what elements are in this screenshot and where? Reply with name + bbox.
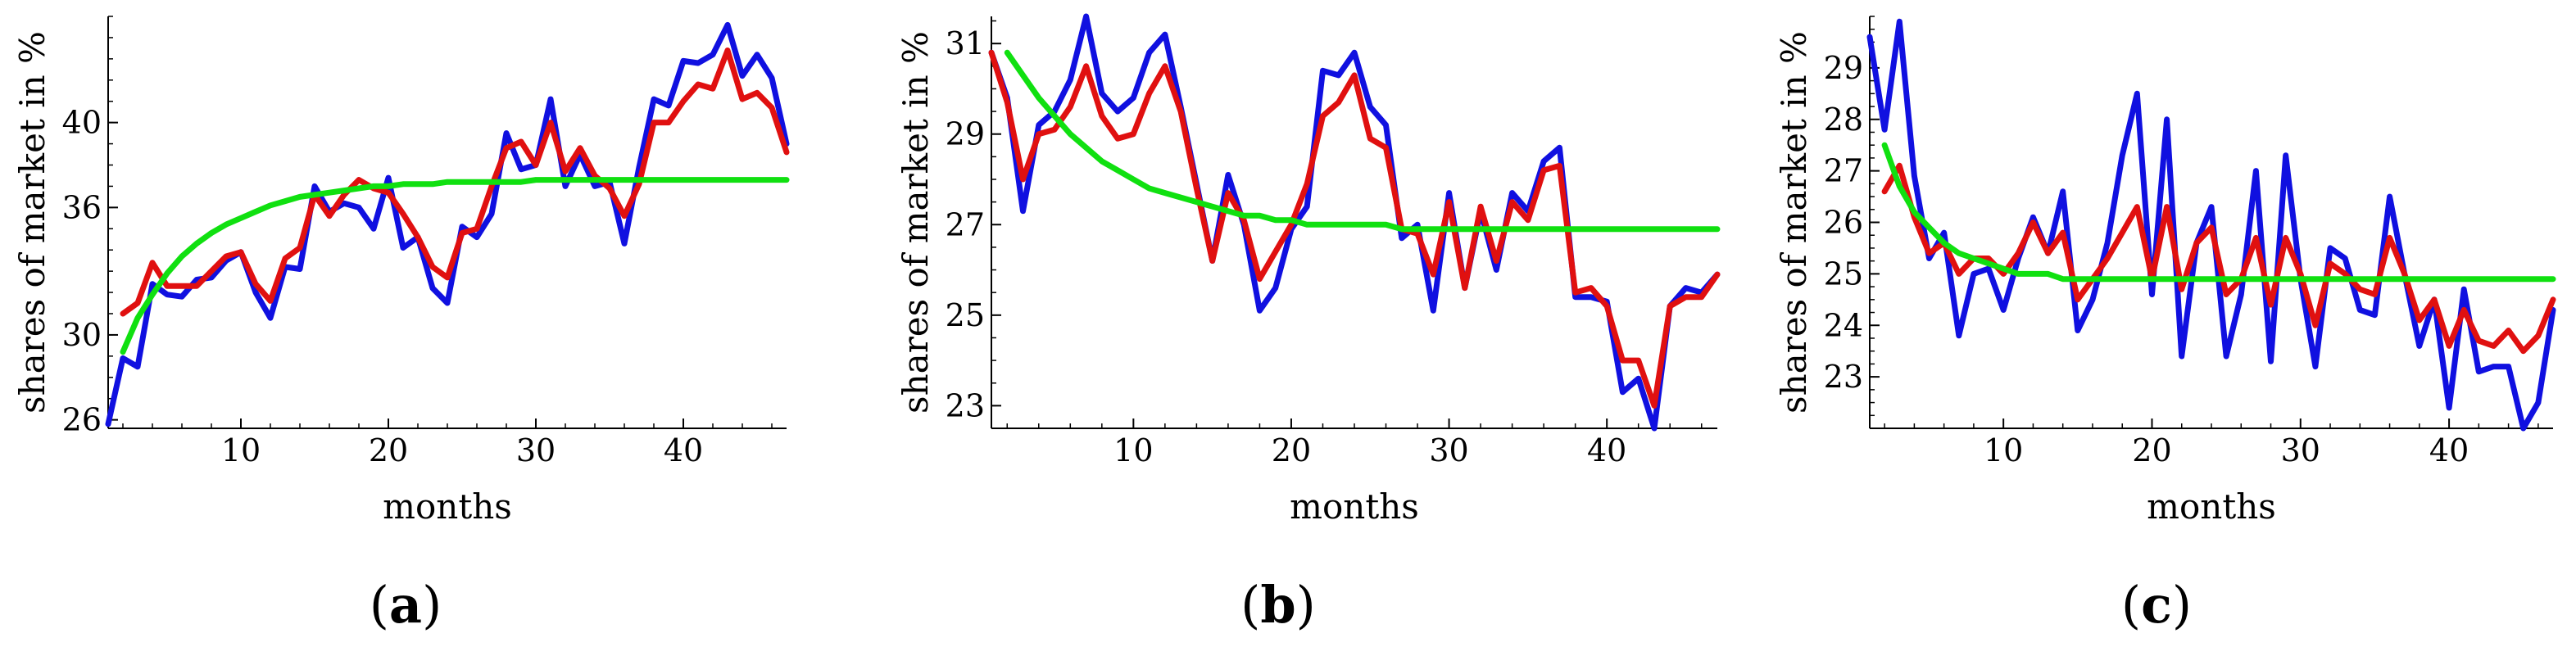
y-tick-label: 23 bbox=[946, 387, 985, 423]
x-tick-label: 30 bbox=[1429, 432, 1468, 468]
x-tick-label: 40 bbox=[1587, 432, 1626, 468]
panel-label: (c) bbox=[2121, 575, 2192, 635]
smoothed-line bbox=[1881, 162, 2556, 355]
x-tick-label: 40 bbox=[664, 432, 703, 468]
y-tick-label: 24 bbox=[1824, 307, 1863, 343]
y-axis-label: shares of market in % bbox=[12, 31, 52, 414]
x-tick-label: 40 bbox=[2429, 432, 2469, 468]
y-tick-label: 29 bbox=[1824, 50, 1863, 86]
y-tick-label: 40 bbox=[62, 105, 102, 141]
observed-line bbox=[1866, 18, 2556, 432]
smoothed-line bbox=[988, 49, 1721, 409]
panel-label: (a) bbox=[370, 575, 442, 635]
x-axis-label: months bbox=[383, 486, 512, 527]
y-tick-label: 29 bbox=[946, 116, 985, 152]
y-tick-label: 36 bbox=[62, 189, 102, 225]
smoothed-line bbox=[120, 48, 790, 317]
x-tick-label: 20 bbox=[369, 432, 408, 468]
y-tick-label: 26 bbox=[62, 402, 102, 438]
panel-label: (b) bbox=[1240, 575, 1316, 635]
fitted-line bbox=[1004, 49, 1721, 233]
fitted-line bbox=[120, 177, 790, 355]
chart-panel-c: 10 20 30 40 23 24 25 26 27 28 29 months shares of ma… bbox=[1774, 16, 2556, 635]
y-tick-label: 27 bbox=[946, 206, 985, 242]
x-tick-label: 10 bbox=[1113, 432, 1153, 468]
x-axis-label: months bbox=[1290, 486, 1419, 527]
observed-line bbox=[988, 13, 1721, 432]
x-tick-label: 30 bbox=[516, 432, 556, 468]
x-tick-label: 20 bbox=[2132, 432, 2171, 468]
y-tick-label: 25 bbox=[946, 297, 985, 333]
observed-line bbox=[105, 21, 790, 428]
x-tick-label: 10 bbox=[221, 432, 261, 468]
y-tick-label: 30 bbox=[62, 317, 102, 353]
y-axis-label: shares of market in % bbox=[1774, 31, 1814, 414]
fitted-line bbox=[1881, 142, 2556, 283]
x-tick-label: 10 bbox=[1984, 432, 2023, 468]
x-axis-label: months bbox=[2147, 486, 2276, 527]
y-tick-label: 25 bbox=[1824, 256, 1863, 292]
y-tick-label: 31 bbox=[946, 25, 985, 61]
y-tick-label: 28 bbox=[1824, 102, 1863, 138]
chart-panel-a: 10 20 30 40 26 30 36 40 months shares of market i… bbox=[12, 16, 790, 635]
y-axis-label: shares of market in % bbox=[896, 31, 936, 414]
y-tick-label: 27 bbox=[1824, 153, 1863, 189]
y-tick-label: 23 bbox=[1824, 359, 1863, 395]
y-tick-label: 26 bbox=[1824, 205, 1863, 241]
x-tick-label: 30 bbox=[2281, 432, 2320, 468]
x-tick-label: 20 bbox=[1272, 432, 1311, 468]
chart-panel-b: 10 20 30 40 23 25 27 29 31 months shares of market… bbox=[896, 13, 1721, 635]
